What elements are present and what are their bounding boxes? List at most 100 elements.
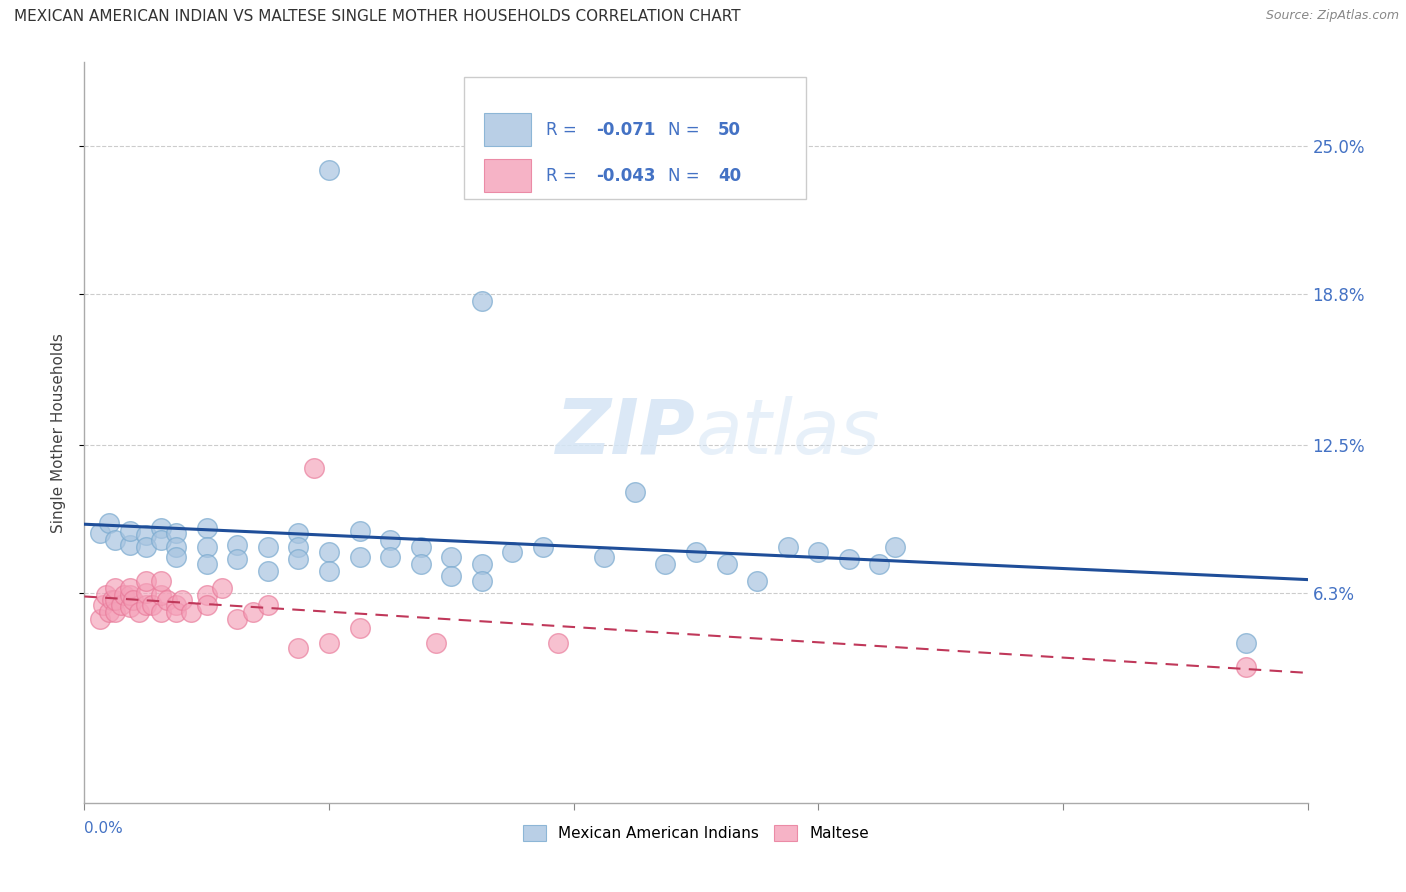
Point xyxy=(302,461,325,475)
Text: -0.043: -0.043 xyxy=(596,167,655,185)
Point xyxy=(440,549,463,564)
Point xyxy=(349,524,371,538)
Point xyxy=(287,541,309,555)
Point xyxy=(211,581,233,595)
Point xyxy=(471,557,494,571)
Point xyxy=(257,598,280,612)
Point xyxy=(122,592,145,607)
Point xyxy=(425,636,447,650)
Point xyxy=(318,636,340,650)
Point xyxy=(165,525,187,540)
Point xyxy=(547,636,569,650)
Point xyxy=(195,598,218,612)
Point xyxy=(195,588,218,602)
Point xyxy=(135,598,157,612)
FancyBboxPatch shape xyxy=(464,78,806,200)
Text: -0.071: -0.071 xyxy=(596,120,655,139)
Point xyxy=(101,592,124,607)
Point xyxy=(257,564,280,578)
Point xyxy=(104,605,127,619)
Point xyxy=(165,549,187,564)
Point xyxy=(120,599,142,614)
Bar xyxy=(484,113,531,146)
Y-axis label: Single Mother Households: Single Mother Households xyxy=(51,333,66,533)
Point xyxy=(716,557,738,571)
Point xyxy=(380,533,402,547)
Point xyxy=(195,521,218,535)
Point xyxy=(120,524,142,538)
Point xyxy=(318,162,340,177)
Point xyxy=(135,585,157,599)
Point xyxy=(156,592,179,607)
Point xyxy=(287,640,309,655)
Point xyxy=(471,294,494,309)
Point xyxy=(807,545,830,559)
Point xyxy=(135,574,157,588)
Point xyxy=(89,612,111,626)
Point xyxy=(135,528,157,542)
Point xyxy=(409,557,432,571)
Point xyxy=(257,541,280,555)
Text: N =: N = xyxy=(668,120,704,139)
Text: atlas: atlas xyxy=(696,396,880,469)
Point xyxy=(318,545,340,559)
Point xyxy=(104,533,127,547)
Point xyxy=(471,574,494,588)
Point xyxy=(120,588,142,602)
Point xyxy=(1236,636,1258,650)
Point xyxy=(869,557,891,571)
Point xyxy=(502,545,524,559)
Text: R =: R = xyxy=(546,167,582,185)
Point xyxy=(91,598,114,612)
Point xyxy=(654,557,676,571)
Point xyxy=(409,541,432,555)
Point xyxy=(110,598,132,612)
Text: N =: N = xyxy=(668,167,704,185)
Point xyxy=(97,516,120,531)
Text: R =: R = xyxy=(546,120,582,139)
Text: 0.0%: 0.0% xyxy=(84,822,124,837)
Point xyxy=(195,557,218,571)
Point xyxy=(531,541,554,555)
Point xyxy=(97,605,120,619)
Point xyxy=(120,581,142,595)
Point xyxy=(440,569,463,583)
Point xyxy=(349,622,371,636)
Point xyxy=(165,541,187,555)
Point xyxy=(226,612,249,626)
Text: 40: 40 xyxy=(718,167,741,185)
Text: Source: ZipAtlas.com: Source: ZipAtlas.com xyxy=(1265,9,1399,22)
Point xyxy=(94,588,117,602)
Bar xyxy=(484,160,531,192)
Point xyxy=(195,541,218,555)
Point xyxy=(380,549,402,564)
Point xyxy=(149,574,172,588)
Point xyxy=(149,605,172,619)
Point xyxy=(104,581,127,595)
Point xyxy=(349,549,371,564)
Point xyxy=(128,605,150,619)
Point xyxy=(112,588,135,602)
Point xyxy=(318,564,340,578)
Point xyxy=(120,538,142,552)
Point xyxy=(172,592,194,607)
Point xyxy=(883,541,905,555)
Text: MEXICAN AMERICAN INDIAN VS MALTESE SINGLE MOTHER HOUSEHOLDS CORRELATION CHART: MEXICAN AMERICAN INDIAN VS MALTESE SINGL… xyxy=(14,9,741,24)
Point xyxy=(104,592,127,607)
Text: ZIP: ZIP xyxy=(557,396,696,469)
Point xyxy=(287,525,309,540)
Point xyxy=(593,549,616,564)
Point xyxy=(1236,659,1258,673)
Point xyxy=(747,574,769,588)
Text: 50: 50 xyxy=(718,120,741,139)
Point xyxy=(141,598,163,612)
Point xyxy=(226,552,249,566)
Point xyxy=(624,485,647,500)
Point xyxy=(685,545,707,559)
Point xyxy=(287,552,309,566)
Point xyxy=(165,598,187,612)
Point xyxy=(838,552,860,566)
Point xyxy=(776,541,799,555)
Point xyxy=(89,525,111,540)
Point xyxy=(180,605,202,619)
